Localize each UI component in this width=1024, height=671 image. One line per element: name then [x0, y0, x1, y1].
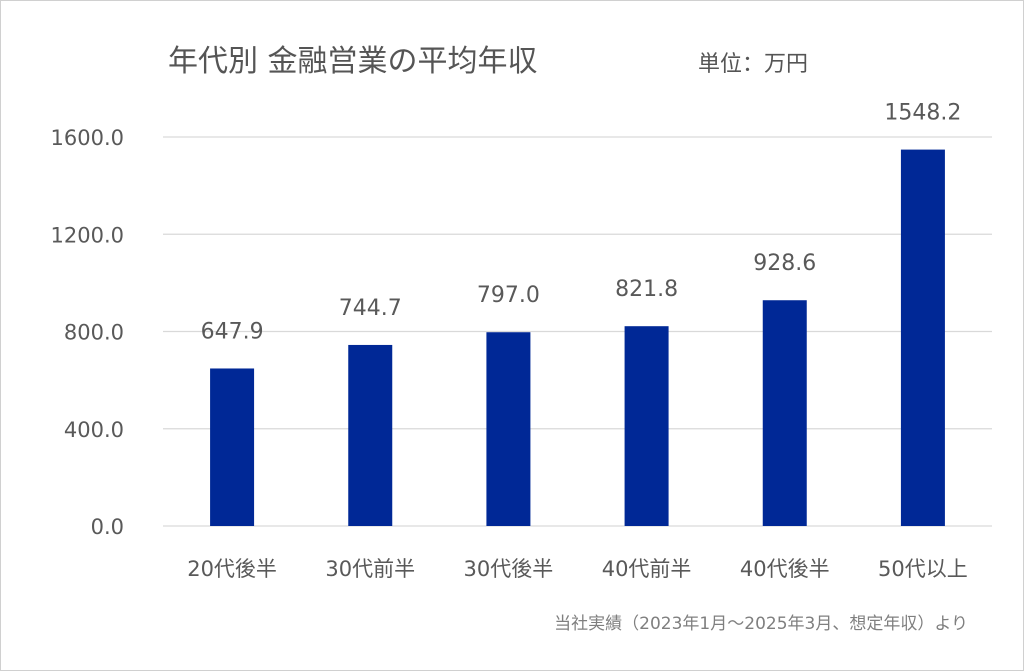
y-tick-label: 800.0	[64, 321, 124, 345]
category-label: 50代以上	[878, 557, 968, 581]
y-tick-label: 1600.0	[51, 126, 124, 150]
bar	[762, 300, 807, 526]
y-tick-label: 0.0	[91, 515, 124, 539]
data-label: 928.6	[753, 251, 816, 276]
bar	[348, 344, 393, 526]
chart-title: 年代別 金融営業の平均年収	[168, 44, 538, 79]
data-label: 647.9	[201, 319, 264, 344]
bars	[210, 149, 945, 526]
unit-label: 単位：万円	[698, 52, 808, 77]
category-label: 40代前半	[602, 557, 692, 581]
category-label: 40代後半	[740, 557, 830, 581]
bar	[900, 149, 945, 526]
bar	[486, 332, 531, 526]
category-label: 30代後半	[464, 557, 554, 581]
data-label: 1548.2	[884, 101, 961, 126]
category-label: 30代前半	[325, 557, 415, 581]
bar	[210, 368, 255, 526]
y-tick-label: 1200.0	[51, 223, 124, 247]
data-label: 797.0	[477, 283, 540, 308]
bar	[624, 326, 669, 526]
data-labels: 647.9 744.7 797.0 821.8 928.6 1548.2	[201, 101, 962, 345]
data-label: 821.8	[615, 277, 678, 302]
y-tick-label: 400.0	[64, 418, 124, 442]
category-label: 20代後半	[187, 557, 277, 581]
y-axis-ticks: 0.0 400.0 800.0 1200.0 1600.0	[51, 126, 124, 539]
source-note: 当社実績（2023年1月～2025年3月、想定年収）より	[554, 614, 968, 634]
gridlines	[163, 136, 992, 527]
category-labels: 20代後半 30代前半 30代後半 40代前半 40代後半 50代以上	[187, 557, 968, 581]
data-label: 744.7	[339, 296, 402, 321]
